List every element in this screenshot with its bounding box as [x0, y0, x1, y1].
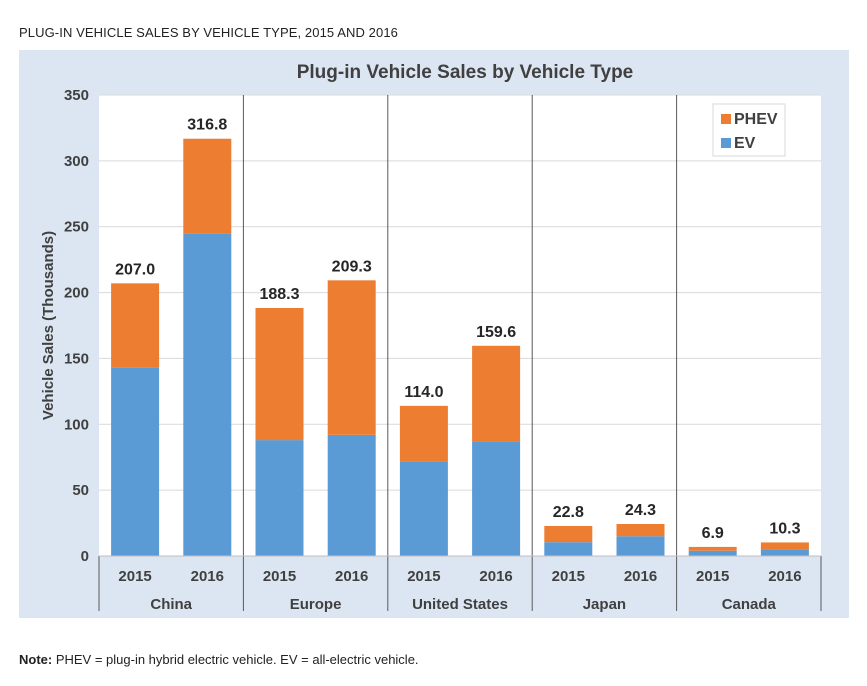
x-tick-label: 2015: [407, 568, 440, 585]
x-tick-label: 2015: [118, 568, 151, 585]
group-label: Canada: [722, 596, 777, 613]
bar-ev: [256, 440, 304, 556]
group-label: Europe: [290, 596, 342, 613]
bar-total-label: 24.3: [625, 502, 656, 519]
footnote-label: Note:: [19, 652, 52, 667]
bar-phev: [111, 283, 159, 367]
bar-ev: [472, 441, 520, 556]
y-tick-label: 0: [81, 548, 89, 565]
group-label: Japan: [583, 596, 626, 613]
bar-phev: [761, 542, 809, 549]
bar-total-label: 114.0: [404, 384, 443, 401]
bar-ev: [544, 542, 592, 556]
y-tick-label: 200: [64, 285, 89, 302]
footnote: Note: PHEV = plug-in hybrid electric veh…: [19, 652, 419, 667]
chart-frame: Plug-in Vehicle Sales by Vehicle Type 0 50…: [19, 50, 849, 618]
bar-total-label: 316.8: [187, 117, 227, 134]
bar-total-label: 188.3: [259, 286, 299, 303]
x-tick-label: 2016: [479, 568, 512, 585]
bar-total-label: 209.3: [332, 258, 372, 275]
y-tick-label: 250: [64, 219, 89, 236]
y-tick-label: 350: [64, 87, 89, 104]
y-tick-label: 300: [64, 153, 89, 170]
chart-title: Plug-in Vehicle Sales by Vehicle Type: [297, 62, 634, 83]
bar-phev: [328, 280, 376, 435]
bar-phev: [183, 139, 231, 234]
bar-ev: [617, 536, 665, 556]
page-title: PLUG-IN VEHICLE SALES BY VEHICLE TYPE, 2…: [19, 25, 398, 40]
footnote-text: PHEV = plug-in hybrid electric vehicle. …: [52, 652, 418, 667]
bar-phev: [544, 526, 592, 542]
group-label: China: [150, 596, 192, 613]
legend-label-ev: EV: [734, 135, 756, 152]
legend-swatch-ev: [721, 138, 731, 148]
bar-chart: Plug-in Vehicle Sales by Vehicle Type 0 50…: [19, 50, 849, 618]
bar-ev: [689, 551, 737, 556]
bar-phev: [689, 547, 737, 551]
bar-ev: [328, 435, 376, 556]
bar-ev: [111, 368, 159, 556]
legend-swatch-phev: [721, 114, 731, 124]
bar-ev: [761, 549, 809, 556]
y-axis-label: Vehicle Sales (Thousands): [40, 231, 57, 420]
bar-total-label: 207.0: [115, 261, 155, 278]
bar-total-label: 159.6: [476, 324, 516, 341]
bar-total-label: 10.3: [769, 520, 800, 537]
bar-phev: [472, 346, 520, 442]
x-tick-label: 2016: [191, 568, 224, 585]
y-tick-label: 150: [64, 350, 89, 367]
x-tick-label: 2015: [552, 568, 585, 585]
x-tick-label: 2015: [263, 568, 296, 585]
y-tick-label: 50: [72, 482, 89, 499]
bar-ev: [400, 461, 448, 556]
bar-total-label: 22.8: [553, 504, 584, 521]
bar-phev: [256, 308, 304, 440]
x-tick-label: 2016: [335, 568, 368, 585]
bar-phev: [617, 524, 665, 536]
x-tick-label: 2016: [624, 568, 657, 585]
group-label: United States: [412, 596, 508, 613]
x-tick-label: 2015: [696, 568, 729, 585]
y-tick-label: 100: [64, 416, 89, 433]
bar-phev: [400, 406, 448, 461]
x-tick-label: 2016: [768, 568, 801, 585]
legend-label-phev: PHEV: [734, 111, 778, 128]
bar-total-label: 6.9: [702, 525, 724, 542]
bar-ev: [183, 233, 231, 556]
